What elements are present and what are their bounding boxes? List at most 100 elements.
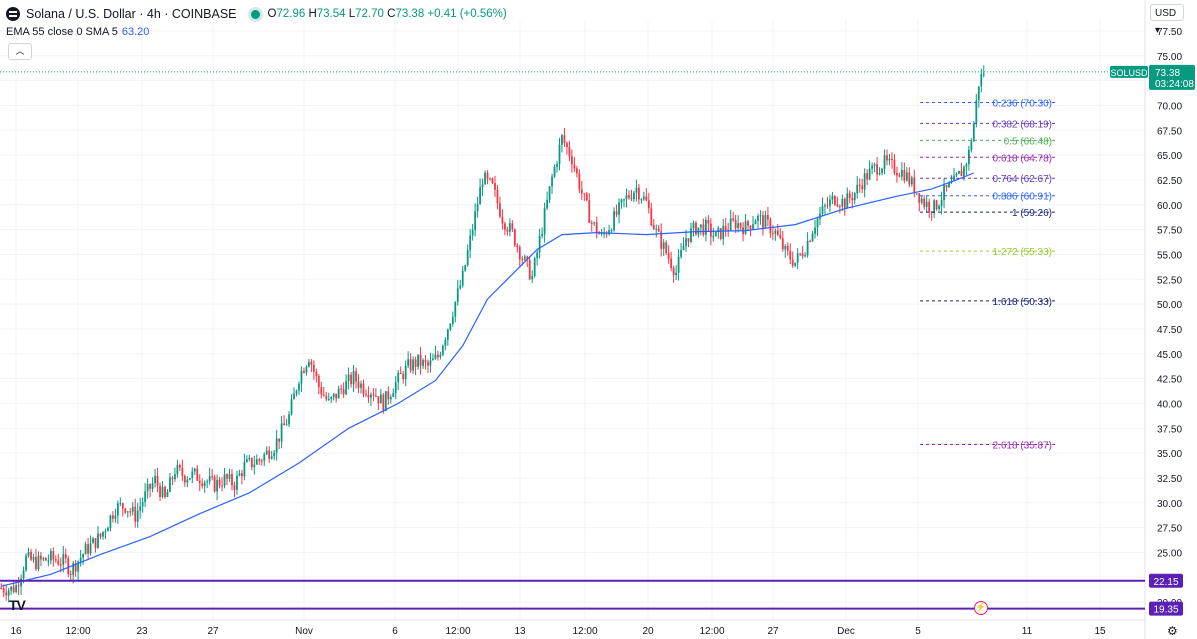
candle	[360, 383, 362, 388]
candle	[977, 86, 980, 101]
candle	[948, 182, 950, 188]
candle	[429, 360, 432, 366]
candle	[754, 220, 757, 225]
candle	[955, 173, 958, 176]
candle	[35, 557, 37, 570]
candle	[690, 228, 692, 242]
countdown-timer: 03:24:08	[1155, 79, 1194, 90]
candle	[518, 247, 521, 260]
candle	[953, 175, 955, 182]
candle	[615, 211, 618, 215]
candle	[680, 250, 682, 257]
candle	[461, 270, 464, 286]
candle	[563, 135, 566, 144]
candle	[883, 155, 886, 169]
candle	[345, 381, 348, 395]
candle	[516, 245, 519, 248]
candle	[434, 354, 437, 359]
fib-level-label: 0.236 (70.30)	[993, 98, 1053, 109]
candle	[245, 459, 248, 462]
candle	[114, 515, 117, 519]
candle	[218, 479, 221, 486]
candle	[833, 196, 836, 205]
candle	[280, 423, 283, 442]
indicator-legend[interactable]: EMA 55 close 0 SMA 5 63.20	[6, 26, 149, 38]
x-tick-label: 6	[392, 626, 398, 637]
candle	[781, 238, 784, 250]
candle	[47, 560, 50, 562]
candle	[275, 438, 278, 453]
x-tick-label: 13	[514, 626, 526, 637]
candle	[151, 483, 154, 489]
candle	[119, 503, 122, 505]
candle	[501, 216, 504, 224]
candle	[776, 230, 779, 235]
candle	[900, 169, 903, 177]
symbol-title[interactable]: Solana / U.S. Dollar · 4h · COINBASE	[26, 7, 237, 21]
candle	[77, 561, 80, 572]
candle	[508, 223, 511, 232]
candle	[131, 506, 134, 512]
candle	[446, 329, 449, 340]
candle	[236, 475, 238, 490]
candle	[913, 177, 916, 194]
candle	[764, 215, 767, 228]
y-tick-label: 45.00	[1157, 350, 1182, 361]
candle	[923, 198, 926, 207]
y-tick-label: 60.00	[1157, 201, 1182, 212]
candle	[379, 394, 382, 404]
fib-level-label: 0.618 (64.78)	[993, 153, 1053, 164]
candle	[201, 483, 204, 487]
candle	[293, 393, 295, 400]
candle	[402, 373, 405, 380]
candle	[613, 211, 615, 231]
currency-selector[interactable]: USD ▾	[1150, 4, 1184, 36]
candle	[685, 238, 687, 247]
candle	[719, 228, 722, 239]
candle	[238, 473, 241, 476]
candle	[801, 253, 804, 257]
candle	[5, 592, 8, 596]
candle	[523, 256, 526, 260]
candle	[10, 586, 13, 591]
candle	[841, 198, 844, 207]
candle	[789, 250, 792, 260]
candle	[635, 187, 638, 193]
gear-icon[interactable]: ⚙	[1167, 624, 1178, 638]
candle	[392, 393, 395, 397]
candle	[124, 508, 127, 513]
candle	[84, 544, 87, 555]
y-tick-label: 30.00	[1157, 499, 1182, 510]
candles	[0, 65, 985, 603]
candle	[350, 374, 352, 385]
candle	[161, 487, 164, 497]
candle	[826, 205, 829, 207]
candle	[136, 510, 139, 522]
lightning-icon[interactable]: ⚡	[974, 601, 988, 615]
chevron-up-icon[interactable]: ︿	[8, 43, 32, 60]
candle	[213, 476, 216, 492]
candle	[17, 585, 20, 587]
candle	[670, 258, 673, 269]
x-tick-label: 12:00	[699, 626, 724, 637]
candle	[598, 233, 601, 235]
candle	[327, 398, 330, 400]
candle	[561, 135, 563, 145]
candle	[687, 238, 690, 242]
candle	[506, 229, 509, 232]
candle	[700, 224, 702, 228]
ema-line	[1, 172, 975, 587]
candle	[702, 224, 705, 235]
candle	[174, 474, 176, 480]
candle	[89, 543, 92, 554]
candle	[541, 234, 544, 236]
candle	[608, 230, 611, 235]
candle	[149, 484, 152, 489]
candle	[905, 172, 908, 181]
candle	[521, 259, 524, 261]
candle	[779, 234, 782, 239]
candle	[419, 354, 422, 366]
y-tick-label: 67.50	[1157, 126, 1182, 137]
y-tick-label: 52.50	[1157, 275, 1182, 286]
